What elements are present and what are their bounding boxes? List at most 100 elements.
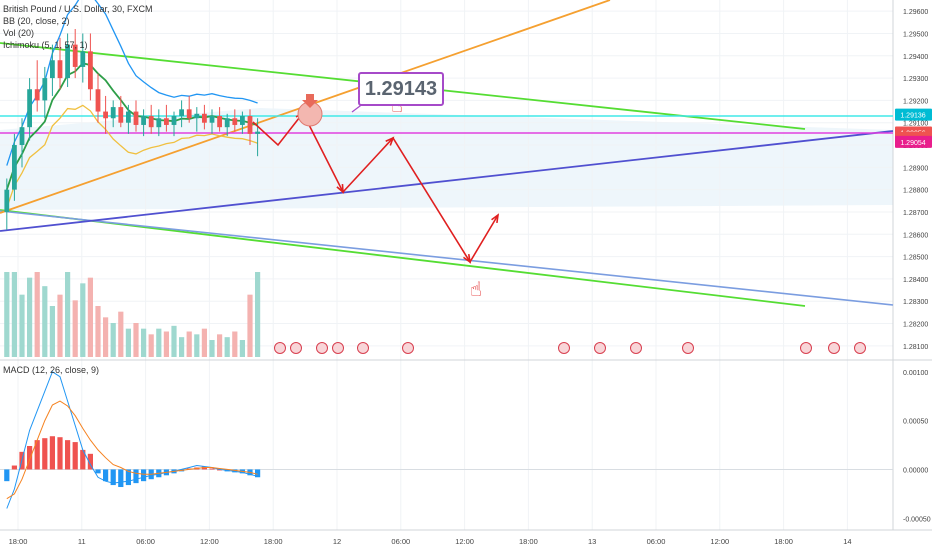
volume-bar — [148, 334, 154, 357]
candle-body — [133, 111, 139, 125]
price-tick-label: 1.29100 — [903, 121, 928, 128]
time-tick-label: 06:00 — [391, 537, 410, 546]
candle-body — [186, 109, 192, 119]
price-badge-text: 1.29054 — [900, 140, 925, 147]
candle-body — [148, 116, 154, 128]
candle-body — [247, 116, 253, 134]
bb-upper-line — [6, 0, 258, 166]
macd-histogram-bar — [87, 453, 93, 470]
volume-bar — [65, 272, 71, 357]
bb-legend[interactable]: BB (20, close, 2) — [3, 16, 70, 26]
volume-bar — [186, 331, 192, 357]
price-badge — [895, 108, 932, 121]
macd-histogram-bar — [103, 469, 109, 482]
down-arrow-icon — [302, 94, 318, 108]
time-tick-label: 18:00 — [264, 537, 283, 546]
projection-arrow-head — [385, 136, 395, 146]
volume-legend[interactable]: Vol (20) — [3, 28, 35, 38]
candle-body — [95, 89, 101, 112]
candle-body — [34, 89, 40, 101]
macd-histogram-bar — [217, 469, 223, 471]
candle-body — [42, 78, 48, 101]
volume-bar — [255, 272, 261, 357]
projection-arrow-head — [463, 253, 472, 264]
economic-event-icon — [854, 342, 866, 354]
volume-bar — [194, 334, 200, 357]
volume-bar — [49, 306, 55, 357]
price-tick-label: 1.28700 — [903, 210, 928, 217]
candle-body — [88, 51, 93, 90]
macd-histogram-bar — [57, 437, 63, 470]
time-tick-label: 18:00 — [519, 537, 538, 546]
price-tick-label: 1.28300 — [903, 299, 928, 306]
macd-histogram-bar — [118, 469, 124, 488]
macd-histogram-bar — [133, 469, 139, 484]
economic-event-icon — [332, 342, 344, 354]
candle-body — [179, 109, 184, 117]
volume-bar — [125, 328, 131, 357]
macd-histogram-bar — [255, 469, 261, 478]
macd-tick-label: 0.00100 — [903, 370, 928, 377]
time-tick-label: 11 — [78, 537, 86, 546]
candle-body — [103, 111, 108, 119]
projection-arrow-head — [336, 183, 344, 194]
time-tick-label: 12:00 — [455, 537, 474, 546]
candle-body — [164, 118, 169, 125]
time-tick-label: 12:00 — [710, 537, 729, 546]
macd-legend[interactable]: MACD (12, 26, close, 9) — [3, 365, 100, 375]
macd-histogram-bar — [95, 469, 101, 474]
candle-body — [72, 44, 78, 67]
macd-tick-label: 0.00050 — [903, 419, 928, 426]
volume-bar — [27, 277, 33, 357]
macd-signal-line — [6, 400, 258, 500]
time-tick-label: 12:00 — [200, 537, 219, 546]
time-tick-label: 14 — [843, 537, 851, 546]
candle-body — [217, 116, 222, 128]
time-tick-label: 12 — [333, 537, 341, 546]
volume-bar — [163, 331, 169, 357]
macd-histogram-bar — [11, 465, 17, 470]
candle-body — [50, 60, 55, 79]
volume-bar — [156, 328, 162, 357]
volume-bar — [217, 334, 223, 357]
volume-bar — [201, 328, 207, 357]
economic-event-icon — [402, 342, 414, 354]
economic-event-icon — [594, 342, 606, 354]
time-tick-label: 18:00 — [9, 537, 28, 546]
candle-body — [80, 51, 86, 67]
macd-histogram-bar — [42, 438, 48, 470]
volume-bar — [110, 323, 116, 357]
candle-body — [65, 44, 70, 79]
volume-bar — [209, 340, 215, 357]
macd-tick-label: 0.00000 — [903, 467, 928, 474]
volume-bar — [133, 323, 139, 357]
economic-event-icon — [682, 342, 694, 354]
time-tick-label: 18:00 — [774, 537, 793, 546]
macd-histogram-bar — [125, 469, 131, 486]
price-tick-label: 1.29400 — [903, 54, 928, 61]
volume-bar — [87, 277, 93, 357]
volume-bar — [34, 272, 40, 357]
volume-bar — [232, 331, 238, 357]
projection-arrow-head — [491, 213, 500, 224]
candle-body — [240, 116, 245, 125]
macd-histogram-bar — [209, 468, 215, 470]
macd-histogram-bar — [34, 440, 40, 470]
candle-body — [118, 107, 124, 123]
price-target-label: 1.29143 — [358, 72, 444, 106]
price-tick-label: 1.29200 — [903, 98, 928, 105]
volume-bar — [72, 300, 78, 357]
trendline-blue — [0, 130, 894, 232]
economic-event-icon — [357, 342, 369, 354]
macd-tick-label: -0.00050 — [903, 516, 931, 523]
price-tick-label: 1.28400 — [903, 277, 928, 284]
price-tick-label: 1.28100 — [903, 344, 928, 351]
volume-bar — [19, 294, 25, 357]
volume-bar — [4, 272, 10, 357]
volume-bar — [239, 340, 245, 357]
symbol-title: British Pound / U.S. Dollar, 30, FXCM — [3, 4, 153, 14]
price-tick-label: 1.29500 — [903, 31, 928, 38]
volume-bar — [171, 325, 177, 357]
ichimoku-legend[interactable]: Ichimoku (5, 1, 57, 1) — [3, 40, 88, 50]
